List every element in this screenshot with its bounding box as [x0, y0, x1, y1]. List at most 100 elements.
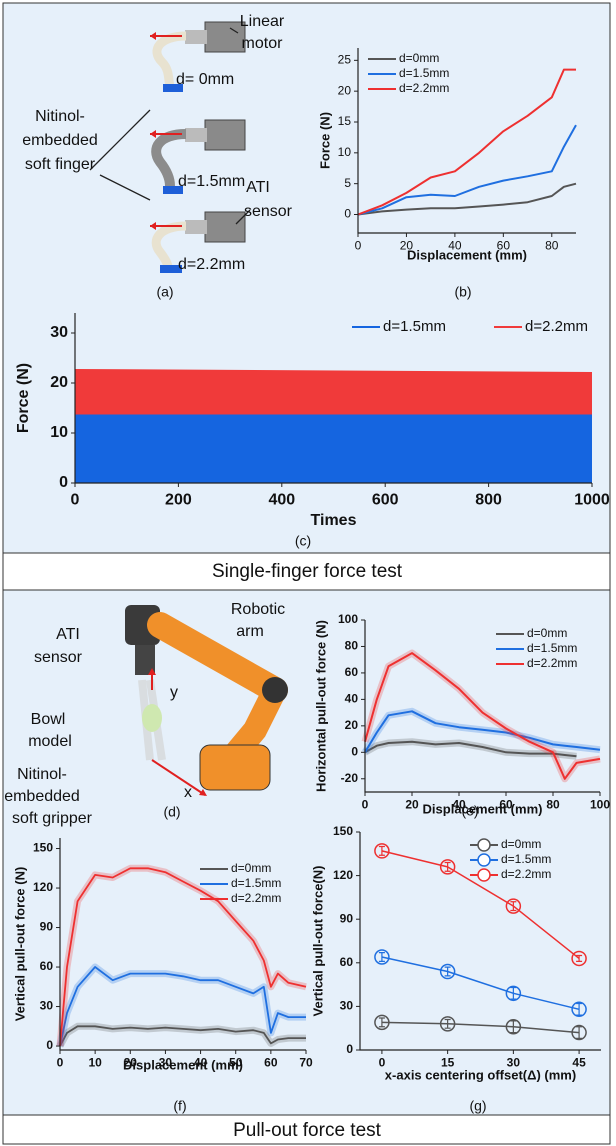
annotation: embedded: [22, 132, 98, 149]
x-tick-label: 60: [264, 1056, 278, 1070]
y-tick-label: 80: [345, 639, 359, 653]
y-tick-label: 0: [351, 744, 358, 758]
y-axis-label: Vertical pull-out force (N): [12, 867, 27, 1022]
annotation: soft finger: [25, 156, 96, 173]
y-tick-label: 90: [40, 920, 54, 934]
y-tick-label: 120: [33, 880, 53, 894]
legend-label: d=0mm: [399, 51, 439, 65]
legend-marker: [478, 869, 490, 881]
legend-marker: [478, 854, 490, 866]
x-tick-label: 10: [88, 1056, 102, 1070]
panel-label: (a): [156, 284, 173, 300]
legend-label: d=1.5mm: [527, 641, 577, 655]
x-tick-label: 0: [71, 491, 80, 508]
annotation: x: [184, 784, 192, 801]
legend-label: d=0mm: [501, 837, 541, 851]
caption: Single-finger force test: [212, 561, 403, 582]
x-tick-label: 800: [475, 491, 502, 508]
panel-label: (f): [173, 1098, 186, 1114]
annotation: y: [170, 684, 178, 701]
x-axis-label: x-axis centering offset(Δ) (mm): [385, 1067, 576, 1082]
x-tick-label: 70: [299, 1056, 313, 1070]
annotation: arm: [236, 623, 264, 640]
legend-label: d=1.5mm: [231, 876, 281, 890]
y-tick-label: 120: [333, 868, 353, 882]
y-axis-label: Horizontal pull-out force (N): [313, 620, 328, 792]
legend-label: d=1.5mm: [383, 318, 446, 335]
y-tick-label: 60: [340, 955, 354, 969]
annotation: Nitinol-: [35, 108, 85, 125]
annotation: d= 0mm: [176, 71, 234, 88]
x-tick-label: 400: [268, 491, 295, 508]
annotation: sensor: [34, 649, 83, 666]
y-tick-label: 30: [340, 999, 354, 1013]
y-tick-label: 20: [338, 83, 352, 97]
x-axis-label: Displacement (mm): [423, 801, 543, 816]
legend-label: d=1.5mm: [501, 852, 551, 866]
x-tick-label: 200: [165, 491, 192, 508]
y-tick-label: -20: [341, 771, 359, 785]
x-tick-label: 0: [362, 798, 369, 812]
y-tick-label: 60: [40, 959, 54, 973]
panel-label: (d): [163, 804, 180, 820]
y-tick-label: 15: [338, 114, 352, 128]
y-tick-label: 30: [40, 999, 54, 1013]
y-tick-label: 90: [340, 911, 354, 925]
y-tick-label: 30: [50, 324, 68, 341]
annotation: soft gripper: [12, 810, 93, 827]
legend-marker: [478, 839, 490, 851]
panel-label: (c): [295, 533, 311, 549]
y-axis-label: Force (N): [317, 112, 332, 169]
annotation: embedded: [4, 788, 80, 805]
y-axis-label: Force (N): [15, 363, 32, 433]
x-tick-label: 0: [355, 239, 362, 253]
x-tick-label: 80: [545, 239, 559, 253]
x-axis-label: Times: [311, 512, 357, 529]
annotation: Bowl: [31, 711, 66, 728]
y-tick-label: 60: [345, 665, 359, 679]
caption: Pull-out force test: [233, 1120, 382, 1141]
annotation: Linear: [240, 13, 285, 30]
panel-label: (g): [469, 1098, 486, 1114]
y-tick-label: 0: [344, 207, 351, 221]
y-tick-label: 25: [338, 53, 352, 67]
legend-label: d=2.2mm: [527, 656, 577, 670]
legend-label: d=2.2mm: [231, 891, 281, 905]
y-tick-label: 150: [333, 824, 353, 838]
panel-label: (e): [461, 803, 478, 819]
annotation: d=1.5mm: [178, 173, 245, 190]
legend-label: d=2.2mm: [525, 318, 588, 335]
annotation: Robotic: [231, 601, 285, 618]
y-tick-label: 40: [345, 692, 359, 706]
figure: Single-finger force test Pull-out force …: [0, 0, 616, 1146]
y-tick-label: 20: [345, 718, 359, 732]
annotation: model: [28, 733, 72, 750]
legend-label: d=2.2mm: [501, 867, 551, 881]
panel-label: (b): [454, 284, 471, 300]
annotation: sensor: [244, 203, 293, 220]
x-tick-label: 600: [372, 491, 399, 508]
legend-label: d=2.2mm: [399, 81, 449, 95]
x-axis-label: Displacement (mm): [407, 247, 527, 262]
legend-label: d=0mm: [231, 861, 271, 875]
area: [75, 415, 592, 484]
x-axis-label: Displacement (mm): [123, 1057, 243, 1072]
y-tick-label: 5: [344, 176, 351, 190]
annotation: d=2.2mm: [178, 256, 245, 273]
annotation: Nitinol-: [17, 766, 67, 783]
annotation: ATI: [246, 179, 270, 196]
annotation: ATI: [56, 626, 80, 643]
y-tick-label: 150: [33, 841, 53, 855]
y-tick-label: 10: [50, 424, 68, 441]
legend-label: d=1.5mm: [399, 66, 449, 80]
y-tick-label: 10: [338, 145, 352, 159]
y-tick-label: 0: [346, 1042, 353, 1056]
x-tick-label: 100: [590, 798, 610, 812]
y-axis-label: Vertical pull-out force(N): [310, 866, 325, 1017]
y-tick-label: 0: [46, 1038, 53, 1052]
legend-label: d=0mm: [527, 626, 567, 640]
x-tick-label: 1000: [574, 491, 610, 508]
y-tick-label: 0: [59, 474, 68, 491]
y-tick-label: 100: [338, 612, 358, 626]
annotation: motor: [242, 35, 284, 52]
